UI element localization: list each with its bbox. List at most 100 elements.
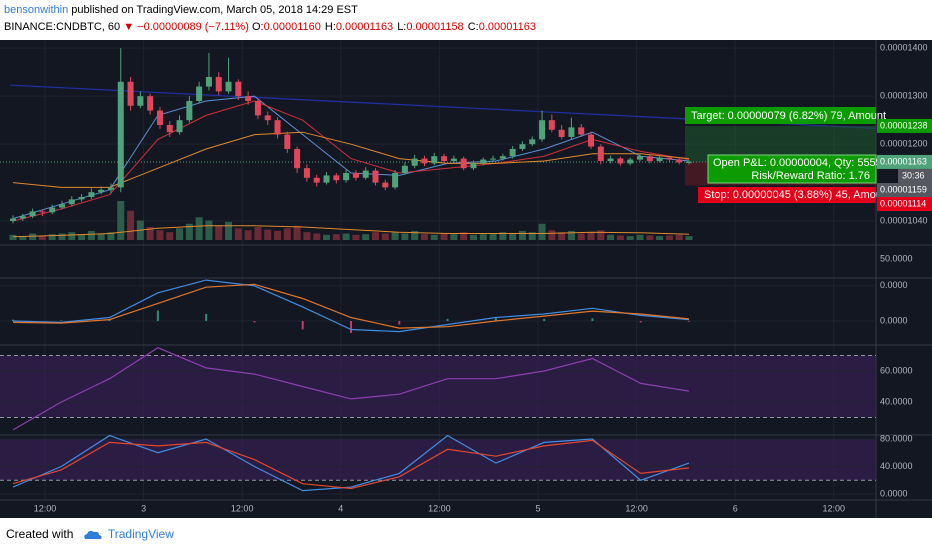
volume-bar — [518, 230, 526, 240]
band — [0, 438, 876, 481]
volume-bar — [469, 234, 477, 240]
histogram-bar — [446, 318, 449, 322]
line — [12, 283, 690, 329]
line — [12, 131, 690, 188]
candle-body — [441, 156, 448, 161]
ohlc-label: L: — [397, 21, 407, 33]
volume-bar — [166, 232, 174, 240]
volume-bar — [185, 223, 193, 240]
y-tick-label: 60.0000 — [880, 365, 913, 375]
candle-body — [107, 187, 114, 190]
histogram-bar — [350, 321, 352, 334]
candle-body — [254, 100, 261, 116]
candle-body — [264, 115, 271, 121]
volume-bar — [195, 217, 203, 240]
candle-body — [29, 211, 36, 217]
line — [12, 439, 690, 490]
candle-body — [431, 156, 438, 164]
candle-body — [666, 157, 673, 160]
candle-body — [205, 76, 212, 87]
volume-bar — [479, 234, 487, 240]
candle-body — [68, 199, 75, 205]
volume-bar — [489, 233, 497, 240]
candle-body — [49, 207, 56, 213]
volume-bar — [68, 232, 76, 240]
line — [12, 434, 690, 492]
y-tick-label: 0.00001200 — [880, 139, 928, 149]
candle-body — [274, 120, 281, 135]
header: bensonwithin published on TradingView.co… — [0, 0, 932, 40]
candle-body — [480, 159, 487, 164]
candle-body — [627, 159, 634, 164]
candle-body — [39, 211, 46, 213]
volume-bar — [205, 220, 213, 240]
y-tick-label: 80.0000 — [880, 433, 913, 443]
ratio-label: Risk/Reward Ratio: 1.76 — [751, 170, 870, 182]
target-box — [685, 107, 876, 124]
y-tick-label: 40.0000 — [880, 396, 913, 406]
candle-body — [225, 81, 232, 92]
volume-bar — [58, 233, 66, 240]
candle-body — [156, 110, 163, 125]
extra-axis-label: 50.0000 — [880, 253, 913, 263]
volume-bar — [264, 229, 272, 240]
volume-bar — [450, 234, 458, 240]
line — [12, 347, 690, 431]
volume-bar — [587, 232, 595, 240]
published: published on TradingView.com, March 05, … — [71, 4, 358, 16]
volume-bar — [509, 232, 517, 240]
author[interactable]: bensonwithin — [4, 4, 69, 16]
volume-bar — [371, 232, 379, 240]
logo — [84, 530, 102, 539]
line — [12, 279, 690, 333]
price-label-box — [877, 118, 932, 133]
candle-body — [88, 192, 95, 197]
price-label: 0.00001238 — [880, 120, 928, 130]
ohlc: O:0.00001160 H:0.00001163 L:0.00001158 C:0.… — [252, 21, 540, 33]
volume-bar — [665, 235, 673, 240]
ohlc-label: H: — [324, 21, 336, 33]
volume-bar — [567, 230, 575, 240]
candle-body — [617, 158, 624, 164]
price-label: 0.00001159 — [880, 184, 927, 194]
volume-bar — [293, 225, 301, 240]
histogram-bar — [398, 321, 401, 325]
volume-bar — [411, 230, 419, 240]
volume-bar — [9, 234, 17, 240]
price-label: 0.00001163 — [880, 156, 927, 166]
volume-bar — [176, 228, 184, 240]
volume-bar — [48, 234, 56, 240]
candle-body — [460, 158, 467, 169]
volume-bar — [685, 236, 693, 240]
candle-body — [588, 134, 595, 147]
volume-bar — [646, 235, 654, 240]
volume-bar — [597, 230, 605, 240]
footer: Created with TradingView — [0, 518, 932, 550]
volume-bar — [225, 221, 233, 240]
candle-body — [597, 146, 604, 161]
x-tick-label: 12:00 — [34, 503, 57, 513]
candle-body — [656, 157, 663, 161]
volume-bar — [29, 233, 37, 240]
change: −0.00000089 (−7.11%) — [137, 21, 249, 33]
volume-bar — [538, 223, 546, 240]
x-tick-label: 12:00 — [625, 503, 648, 513]
volume-bar — [430, 234, 438, 240]
candle-body — [196, 86, 203, 101]
x-tick-label: 5 — [535, 503, 540, 513]
volume-bar — [97, 233, 105, 240]
arrow: ▼ — [123, 21, 135, 33]
histogram-bar — [12, 319, 14, 322]
candle-body — [78, 196, 85, 200]
histogram-bar — [253, 321, 256, 323]
brand[interactable]: TradingView — [107, 527, 174, 541]
candle-body — [558, 129, 565, 137]
band — [0, 355, 876, 418]
open-box — [707, 154, 877, 184]
histogram-bar — [639, 321, 642, 323]
candle-body — [215, 76, 222, 92]
volume-bar — [146, 227, 154, 240]
volume-bar — [332, 234, 340, 240]
volume-bar — [234, 228, 242, 240]
line — [12, 95, 690, 220]
